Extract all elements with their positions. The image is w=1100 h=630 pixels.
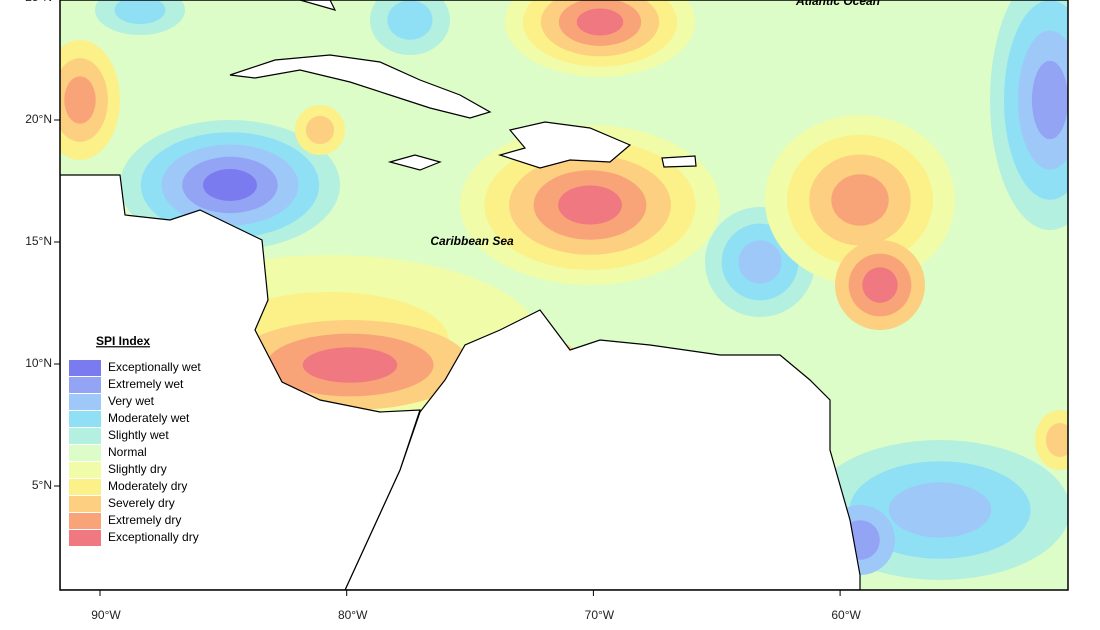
legend-swatch — [69, 377, 101, 393]
legend-swatch — [69, 445, 101, 461]
lon-tick-label: 60°W — [831, 608, 861, 622]
lon-tick-label: 70°W — [585, 608, 615, 622]
spi-contour — [302, 347, 398, 383]
spi-contour — [888, 482, 992, 538]
central-america — [60, 174, 421, 590]
sea-label: Caribbean Sea — [430, 234, 514, 248]
spi-contour — [558, 185, 622, 225]
spi-contour — [1031, 60, 1068, 140]
legend-swatch — [69, 513, 101, 529]
lat-tick-label: 5°N — [32, 478, 52, 492]
spi-contour — [1045, 423, 1068, 457]
spi-contour — [387, 0, 433, 40]
lon-tick-label: 80°W — [338, 608, 368, 622]
legend-label: Severely dry — [108, 496, 175, 510]
spi-contour — [862, 267, 898, 303]
cuba — [229, 54, 492, 119]
lat-tick-label: 15°N — [25, 234, 52, 248]
legend-label: Normal — [108, 445, 147, 459]
legend-label: Slightly wet — [108, 428, 169, 442]
legend-swatch — [69, 530, 101, 546]
legend-label: Exceptionally dry — [108, 530, 199, 544]
legend-label: Extremely dry — [108, 513, 181, 527]
lon-tick-label: 90°W — [91, 608, 121, 622]
legend-label: Very wet — [108, 394, 155, 408]
map-area — [60, 0, 1068, 590]
spi-contour — [114, 0, 166, 25]
legend: SPI Index Exceptionally wet Extremely wet… — [69, 334, 201, 546]
spi-contour — [576, 8, 624, 36]
legend-label: Extremely wet — [108, 377, 184, 391]
hispaniola — [497, 121, 632, 169]
legend-label: Moderately wet — [108, 411, 190, 425]
lat-tick-label: 10°N — [25, 356, 52, 370]
legend-swatch — [69, 462, 101, 478]
spi-contour — [203, 169, 257, 201]
legend-swatch — [69, 394, 101, 410]
spi-contour — [305, 115, 335, 145]
spi-field — [60, 0, 1068, 580]
lat-tick-label: 20°N — [25, 112, 52, 126]
legend-swatch — [69, 411, 101, 427]
legend-swatch — [69, 428, 101, 444]
legend-label: Exceptionally wet — [108, 360, 201, 374]
ocean-label: Atlantic Ocean — [795, 0, 880, 8]
spi-contour — [831, 174, 889, 226]
legend-label: Moderately dry — [108, 479, 187, 493]
legend-title: SPI Index — [96, 334, 150, 348]
spi-contour — [64, 76, 96, 124]
puerto-rico — [661, 155, 697, 168]
legend-swatch — [69, 496, 101, 512]
south-america — [344, 309, 861, 590]
legend-label: Slightly dry — [108, 462, 167, 476]
legend-swatch — [69, 479, 101, 495]
spi-contour — [738, 240, 782, 284]
florida — [299, 0, 337, 11]
legend-swatch — [69, 360, 101, 376]
lat-tick-label: 25°N — [25, 0, 52, 4]
jamaica — [387, 154, 442, 171]
map-frame — [59, 0, 1069, 591]
